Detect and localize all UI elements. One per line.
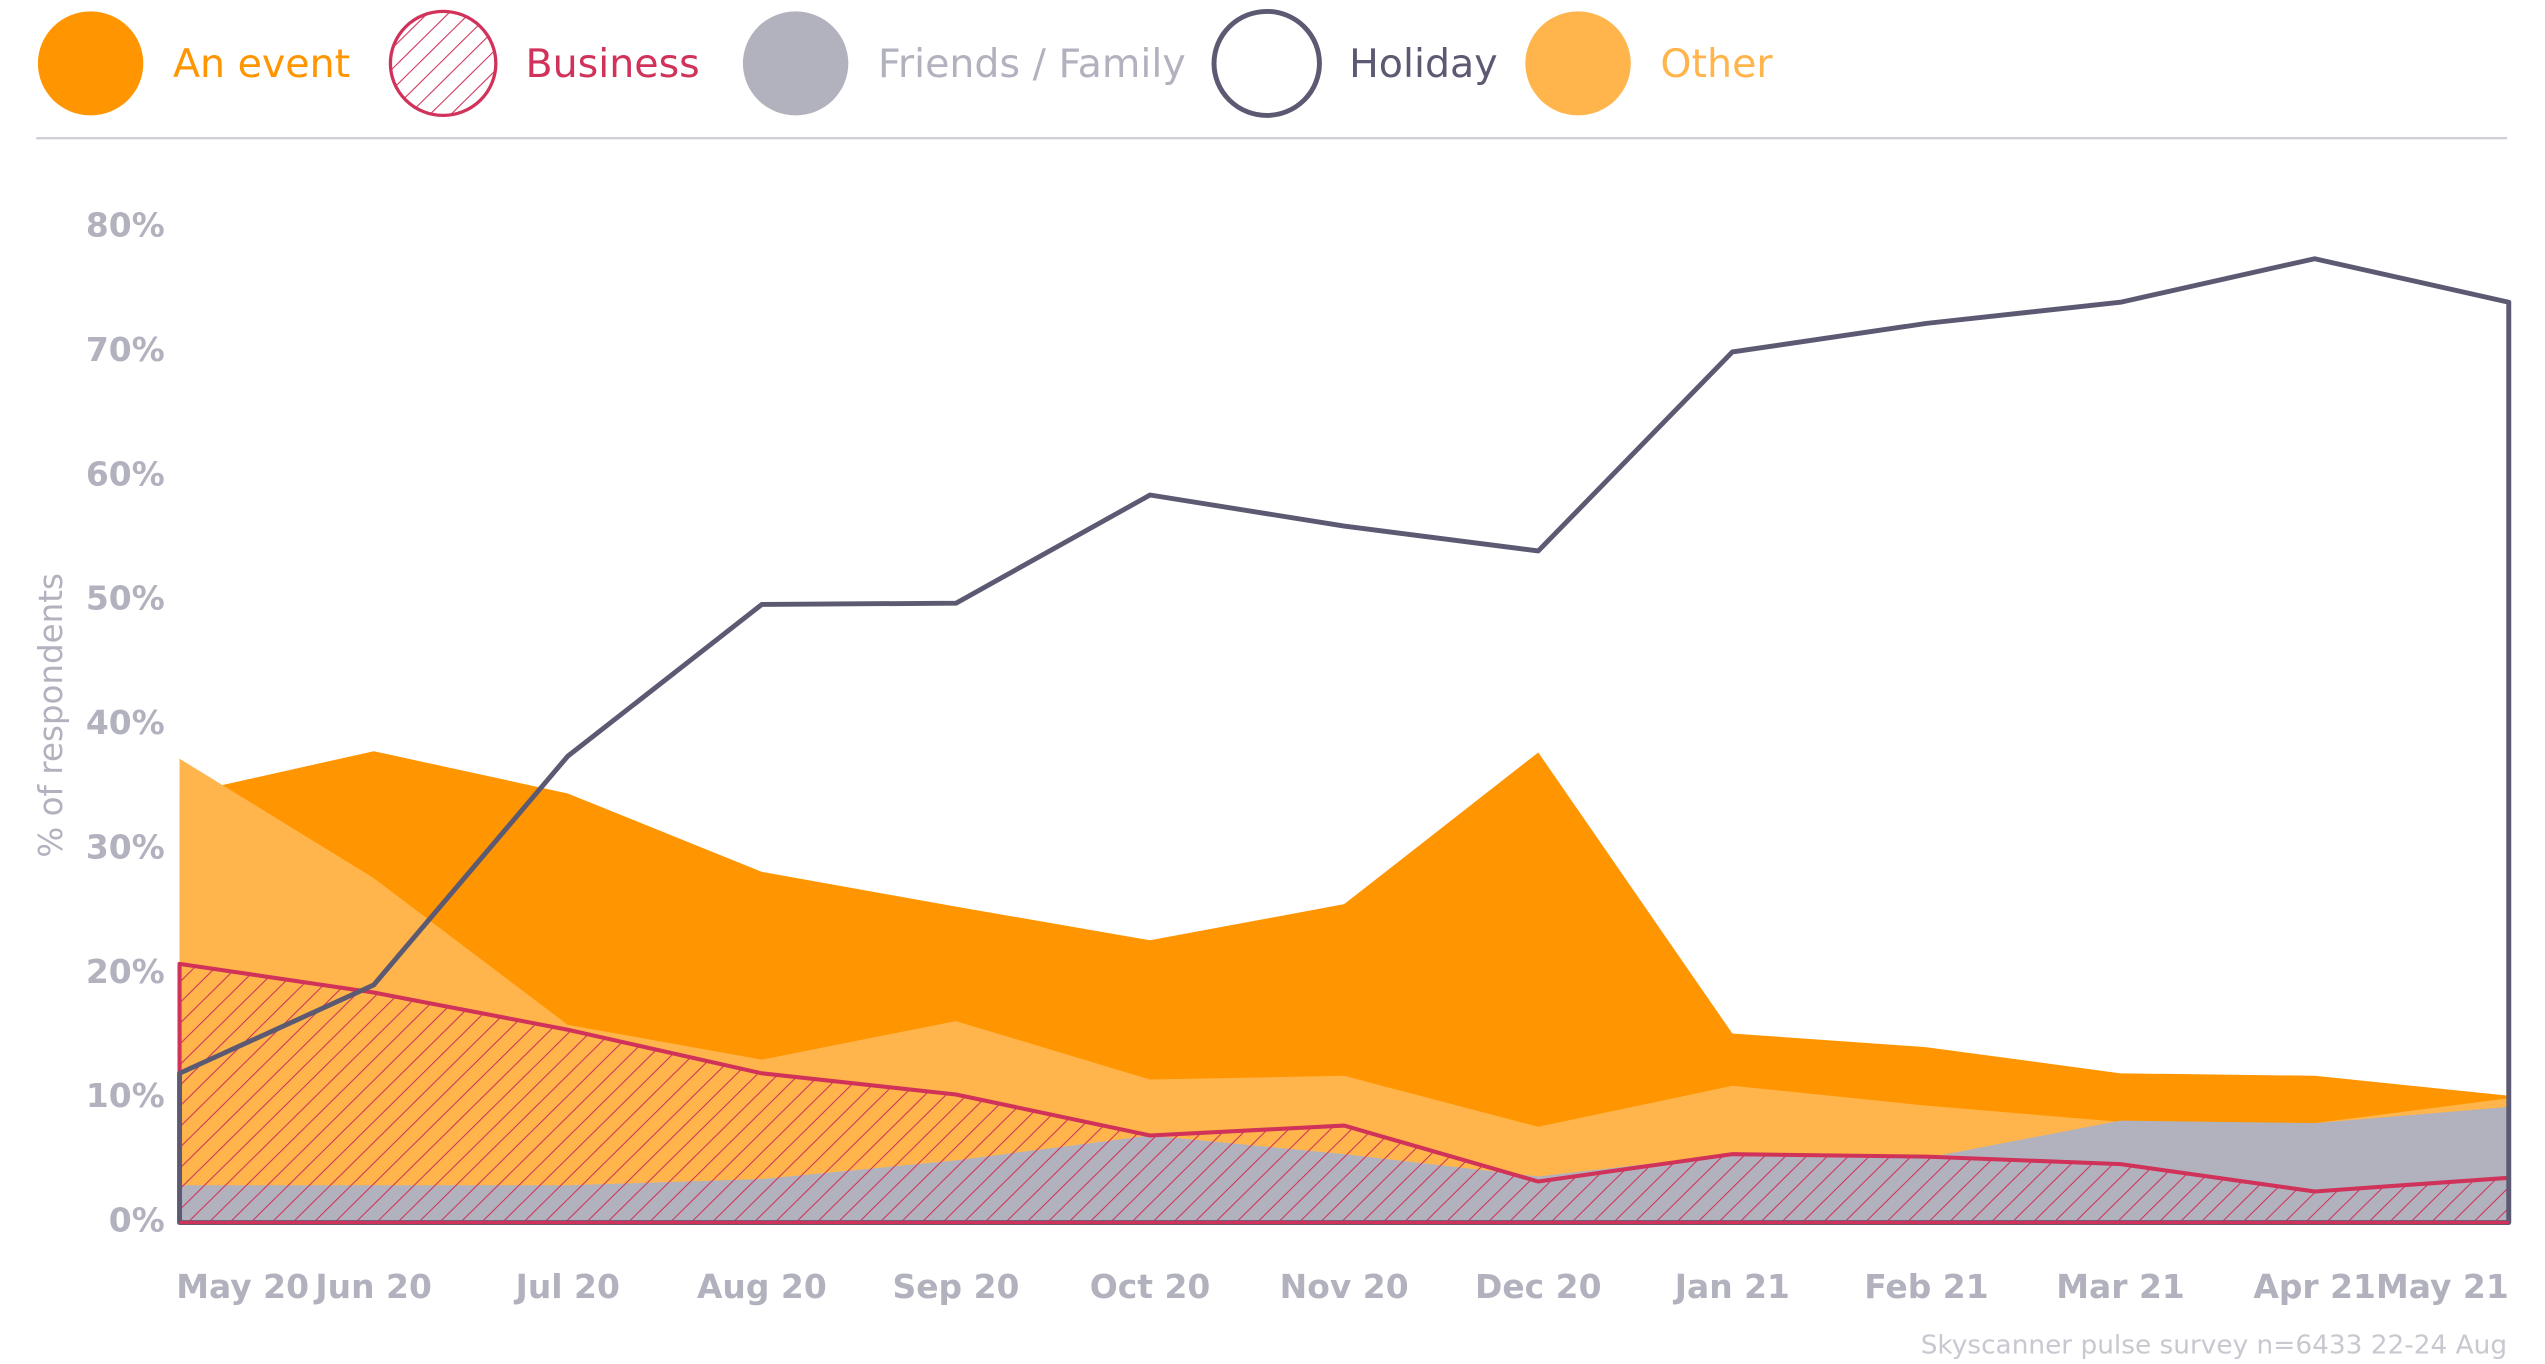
x-tick-label: Mar 21 (2056, 1268, 2185, 1306)
x-tick-label: Jan 21 (1673, 1268, 1790, 1306)
y-tick-label: 70% (86, 331, 165, 369)
x-tick-label: Jul 20 (514, 1268, 620, 1306)
x-tick-label: May 21 (2376, 1268, 2509, 1306)
legend-label: Friends / Family (878, 42, 1186, 87)
area-hatched (177, 961, 2511, 1225)
legend-label: An event (173, 42, 350, 87)
x-tick-label: May 20 (176, 1268, 309, 1306)
legend-label: Holiday (1349, 42, 1498, 87)
x-tick-label: Jun 20 (313, 1268, 431, 1306)
y-tick-label: 80% (86, 207, 165, 245)
legend-swatch (1525, 11, 1631, 116)
x-tick-label: Nov 20 (1280, 1268, 1409, 1306)
y-tick-label: 0% (109, 1202, 165, 1240)
y-tick-label: 20% (86, 953, 165, 991)
legend-label: Business (525, 42, 699, 87)
legend-swatch (1211, 8, 1322, 118)
legend-swatch (37, 11, 144, 116)
legend-swatch (742, 11, 849, 116)
x-tick-label: Dec 20 (1475, 1268, 1601, 1306)
y-tick-label: 10% (86, 1077, 165, 1115)
area-outline (177, 256, 2512, 1225)
x-tick-label: Apr 21 (2253, 1268, 2376, 1306)
y-tick-label: 40% (86, 704, 165, 742)
source-note: Skyscanner pulse survey n=6433 22-24 Aug (1921, 1331, 2507, 1361)
x-tick-label: Oct 20 (1090, 1268, 1211, 1306)
x-tick-label: Sep 20 (892, 1268, 1019, 1306)
y-tick-label: 60% (86, 455, 165, 493)
y-tick-label: 30% (86, 829, 165, 867)
legend-label: Other (1660, 42, 1773, 87)
y-tick-label: 50% (86, 580, 165, 618)
x-tick-label: Feb 21 (1864, 1268, 1988, 1306)
y-axis-label: % of respondents (32, 573, 70, 857)
x-tick-label: Aug 20 (697, 1268, 827, 1306)
legend-swatch (388, 9, 498, 118)
